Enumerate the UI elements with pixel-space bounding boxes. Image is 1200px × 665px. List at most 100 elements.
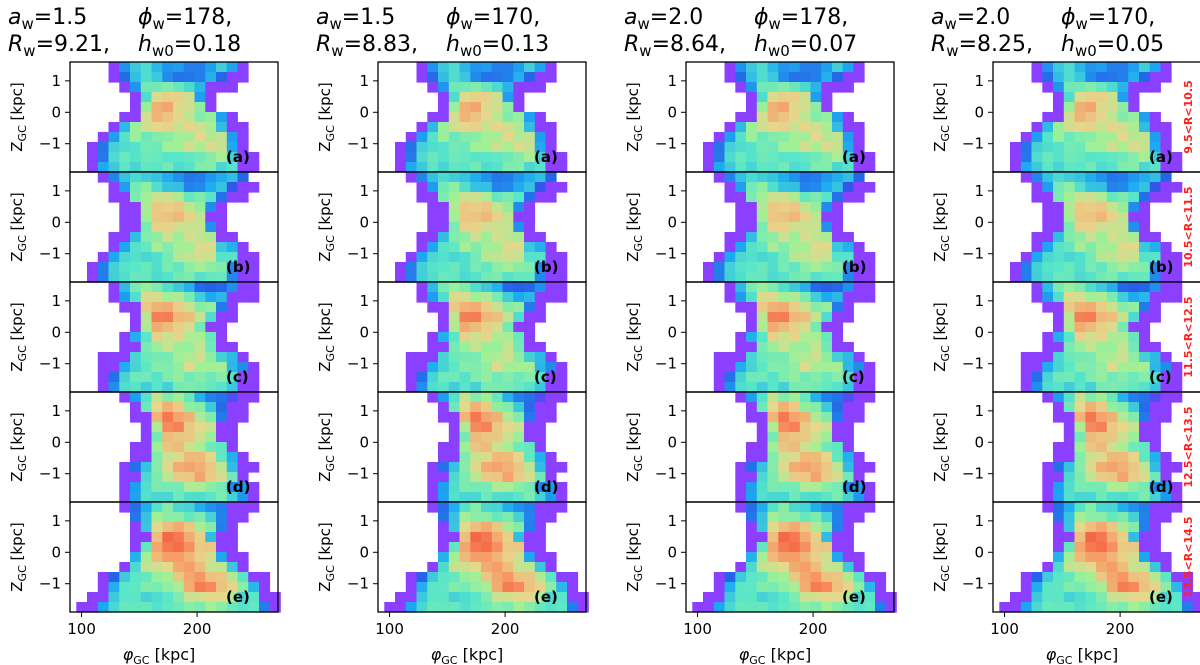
heatmap-cell	[799, 542, 811, 553]
heatmap-cell	[832, 582, 844, 593]
heatmap-cell	[216, 182, 228, 193]
heatmap-cell	[1106, 372, 1118, 383]
heatmap-cell	[1117, 492, 1129, 503]
heatmap-cell	[1128, 562, 1140, 573]
heatmap-cell	[524, 502, 536, 513]
heatmap-cell	[853, 572, 865, 583]
heatmap-cell	[205, 232, 217, 243]
heatmap-cell	[1117, 562, 1129, 573]
heatmap-cell	[405, 142, 417, 153]
heatmap-cell	[1096, 282, 1108, 293]
heatmap-cell	[194, 62, 206, 73]
heatmap-cell	[1063, 472, 1075, 483]
heatmap-cell	[821, 602, 833, 613]
heatmap-cell	[237, 362, 249, 373]
heatmap-cell	[448, 482, 460, 493]
heatmap-cell	[1042, 372, 1054, 383]
heatmap-cell	[1053, 172, 1065, 183]
heatmap-cell	[1085, 292, 1097, 303]
heatmap-cell	[140, 532, 152, 543]
heatmap-cell	[534, 412, 546, 423]
heatmap-cell	[459, 482, 471, 493]
heatmap-cell	[746, 362, 758, 373]
heatmap-cell	[778, 522, 790, 533]
heatmap-cell	[767, 372, 779, 383]
heatmap-cell	[756, 422, 768, 433]
heatmap-cell	[545, 582, 557, 593]
heatmap-cell	[216, 562, 228, 573]
heatmap-cell	[524, 422, 536, 433]
column-title: aw=2.0 ϕw=178,Rw=8.64, hw0=0.07	[624, 5, 857, 60]
heatmap-cell	[1053, 372, 1065, 383]
heatmap-cell	[470, 282, 482, 293]
heatmap-cell	[746, 172, 758, 183]
heatmap-cell	[502, 472, 514, 483]
heatmap-cell	[1053, 122, 1065, 133]
heatmap-cell	[140, 272, 152, 283]
heatmap-cell	[832, 552, 844, 563]
heatmap-cell	[1074, 542, 1086, 553]
heatmap-cell	[183, 232, 195, 243]
heatmap-cell	[427, 72, 439, 83]
heatmap-cell	[1042, 492, 1054, 503]
heatmap-cell	[1096, 322, 1108, 333]
heatmap-cell	[162, 272, 174, 283]
heatmap-cell	[545, 152, 557, 163]
heatmap-cell	[746, 532, 758, 543]
heatmap-cell	[724, 362, 736, 373]
heatmap-cell	[173, 592, 185, 603]
heatmap-cell	[821, 222, 833, 233]
heatmap-cell	[746, 562, 758, 573]
heatmap-cell	[1160, 592, 1172, 603]
heatmap-cell	[502, 562, 514, 573]
heatmap-cell	[821, 592, 833, 603]
heatmap-cell	[130, 82, 142, 93]
heatmap-cell	[534, 452, 546, 463]
y-tick-label: 1	[974, 182, 984, 200]
heatmap-cell	[470, 542, 482, 553]
heatmap-cell	[1042, 482, 1054, 493]
heatmap-cell	[216, 552, 228, 563]
heatmap-cell	[746, 472, 758, 483]
heatmap-cell	[735, 472, 747, 483]
heatmap-cell	[216, 522, 228, 533]
heatmap-cell	[237, 262, 249, 273]
y-tick-label: 0	[51, 213, 61, 231]
heatmap-cell	[459, 362, 471, 373]
title-phi: ϕw=170,	[1061, 5, 1155, 33]
heatmap-cell	[448, 492, 460, 503]
heatmap-cell	[513, 602, 525, 613]
heatmap-cell	[1085, 532, 1097, 543]
heatmap-cell	[384, 602, 396, 613]
y-axis-label: ZGC [kpc]	[624, 522, 645, 591]
heatmap-cell	[1096, 602, 1108, 613]
heatmap-cell	[524, 592, 536, 603]
heatmap-cell	[216, 572, 228, 583]
heatmap-cell	[237, 252, 249, 263]
heatmap-cell	[151, 122, 163, 133]
heatmap-cell	[1128, 402, 1140, 413]
heatmap-cell	[746, 522, 758, 533]
heatmap-cell	[1063, 552, 1075, 563]
heatmap-cell	[97, 152, 109, 163]
heatmap-cell	[524, 122, 536, 133]
heatmap-cell	[724, 282, 736, 293]
heatmap-cell	[183, 402, 195, 413]
heatmap-cell	[130, 502, 142, 513]
heatmap-cell	[799, 412, 811, 423]
heatmap-cell	[183, 472, 195, 483]
heatmap-cell	[1042, 202, 1054, 213]
heatmap-cell	[1117, 82, 1129, 93]
heatmap-cell	[1149, 62, 1161, 73]
heatmap-cell	[491, 422, 503, 433]
heatmap-cell	[778, 542, 790, 553]
heatmap-cell	[448, 292, 460, 303]
heatmap-cell	[1106, 112, 1118, 123]
heatmap-cell	[799, 422, 811, 433]
heatmap-cell	[183, 192, 195, 203]
heatmap-cell	[735, 382, 747, 393]
heatmap-cell	[713, 382, 725, 393]
heatmap-cell	[1171, 282, 1183, 293]
heatmap-cell	[226, 372, 238, 383]
